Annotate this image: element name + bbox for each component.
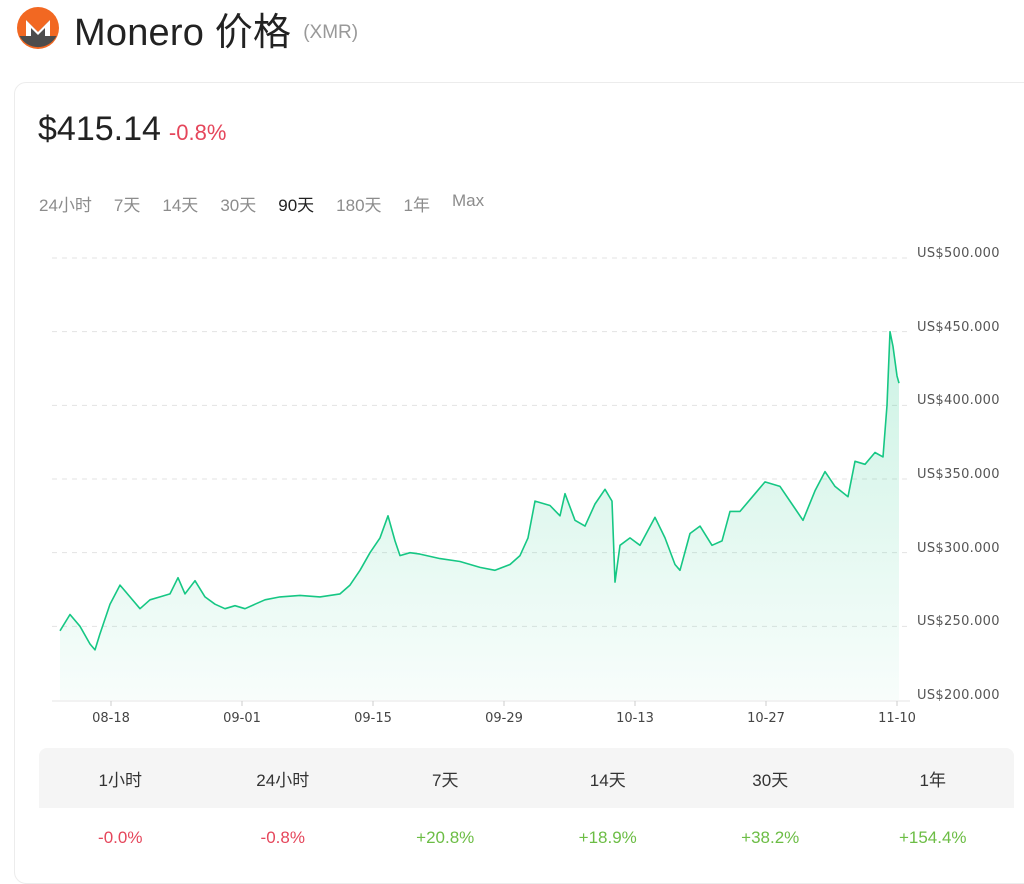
tab-max[interactable]: Max (452, 191, 485, 210)
tab-30d[interactable]: 30天 (220, 196, 257, 215)
x-tick-08-18: 08-18 (92, 711, 130, 726)
perf-header-7d: 7天 (432, 770, 459, 790)
page-title: Monero 价格 (74, 11, 292, 54)
x-tick-10-27: 10-27 (747, 711, 785, 726)
price-summary: $415.14 -0.8% (38, 110, 226, 149)
performance-header-row: 1小时 24小时 7天 14天 30天 1年 (39, 748, 1014, 808)
perf-value-7d: +20.8% (416, 828, 475, 847)
perf-header-14d: 14天 (589, 770, 626, 790)
tab-180d[interactable]: 180天 (336, 196, 382, 215)
tab-1y[interactable]: 1年 (403, 196, 430, 215)
perf-value-30d: +38.2% (741, 828, 800, 847)
perf-value-24h: -0.8% (260, 828, 305, 847)
tab-24h[interactable]: 24小时 (39, 196, 92, 215)
perf-value-1h: -0.0% (98, 828, 143, 847)
perf-header-1y: 1年 (919, 770, 946, 790)
y-tick-500: US$500.000 (917, 246, 1000, 261)
perf-value-14d: +18.9% (578, 828, 637, 847)
tab-14d[interactable]: 14天 (162, 196, 199, 215)
x-tick-09-29: 09-29 (485, 711, 523, 726)
page-header: Monero 价格 (XMR) (16, 4, 359, 54)
tab-7d[interactable]: 7天 (113, 196, 141, 215)
perf-header-24h: 24小时 (256, 770, 310, 790)
x-tick-10-13: 10-13 (616, 711, 654, 726)
performance-values-row: -0.0% -0.8% +20.8% +18.9% +38.2% +154.4% (39, 808, 1014, 868)
monero-logo-icon (17, 7, 59, 49)
y-tick-400: US$400.000 (917, 393, 1000, 408)
perf-header-1h: 1小时 (98, 770, 142, 790)
y-tick-350: US$350.000 (917, 467, 1000, 482)
performance-table: 1小时 24小时 7天 14天 30天 1年 -0.0% -0.8% +20.8… (39, 748, 1014, 868)
tab-90d[interactable]: 90天 (278, 196, 315, 215)
x-tick-11-10: 11-10 (878, 711, 916, 726)
x-tick-09-15: 09-15 (354, 711, 392, 726)
y-tick-250: US$250.000 (917, 614, 1000, 629)
y-tick-300: US$300.000 (917, 541, 1000, 556)
ticker-symbol: (XMR) (303, 22, 359, 43)
x-tick-09-01: 09-01 (223, 711, 261, 726)
y-tick-200: US$200.000 (917, 688, 1000, 703)
perf-value-1y: +154.4% (898, 828, 967, 847)
y-tick-450: US$450.000 (917, 320, 1000, 335)
current-price: $415.14 (38, 110, 161, 148)
perf-header-30d: 30天 (752, 770, 789, 790)
price-change-24h: -0.8% (168, 120, 227, 145)
range-tabs: 24小时 7天 14天 30天 90天 180天 1年 Max (39, 191, 506, 216)
